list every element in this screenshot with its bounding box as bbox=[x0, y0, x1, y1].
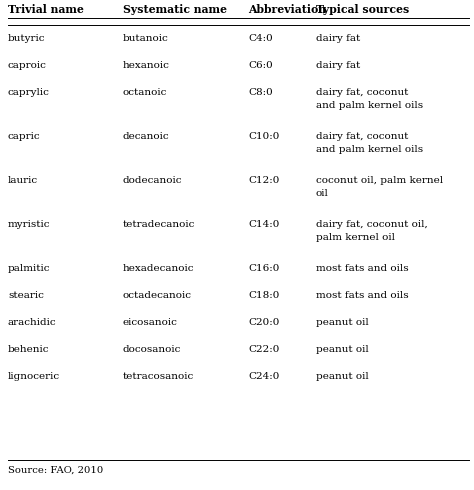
Text: Typical sources: Typical sources bbox=[316, 4, 409, 15]
Text: hexanoic: hexanoic bbox=[123, 61, 170, 70]
Text: C22:0: C22:0 bbox=[248, 345, 279, 354]
Text: lignoceric: lignoceric bbox=[8, 372, 60, 381]
Text: tetracosanoic: tetracosanoic bbox=[123, 372, 194, 381]
Text: coconut oil, palm kernel
oil: coconut oil, palm kernel oil bbox=[316, 176, 443, 197]
Text: palmitic: palmitic bbox=[8, 264, 51, 273]
Text: C10:0: C10:0 bbox=[248, 132, 279, 141]
Text: peanut oil: peanut oil bbox=[316, 372, 369, 381]
Text: dairy fat, coconut
and palm kernel oils: dairy fat, coconut and palm kernel oils bbox=[316, 88, 423, 109]
Text: C8:0: C8:0 bbox=[248, 88, 273, 97]
Text: octadecanoic: octadecanoic bbox=[123, 291, 192, 300]
Text: Abbreviation: Abbreviation bbox=[248, 4, 326, 15]
Text: lauric: lauric bbox=[8, 176, 38, 185]
Text: caproic: caproic bbox=[8, 61, 47, 70]
Text: Trivial name: Trivial name bbox=[8, 4, 84, 15]
Text: caprylic: caprylic bbox=[8, 88, 50, 97]
Text: dairy fat: dairy fat bbox=[316, 34, 360, 43]
Text: behenic: behenic bbox=[8, 345, 49, 354]
Text: C4:0: C4:0 bbox=[248, 34, 273, 43]
Text: Systematic name: Systematic name bbox=[123, 4, 227, 15]
Text: hexadecanoic: hexadecanoic bbox=[123, 264, 194, 273]
Text: dairy fat, coconut oil,
palm kernel oil: dairy fat, coconut oil, palm kernel oil bbox=[316, 220, 428, 242]
Text: Source: FAO, 2010: Source: FAO, 2010 bbox=[8, 466, 103, 475]
Text: most fats and oils: most fats and oils bbox=[316, 264, 409, 273]
Text: dairy fat: dairy fat bbox=[316, 61, 360, 70]
Text: peanut oil: peanut oil bbox=[316, 345, 369, 354]
Text: C6:0: C6:0 bbox=[248, 61, 273, 70]
Text: docosanoic: docosanoic bbox=[123, 345, 182, 354]
Text: decanoic: decanoic bbox=[123, 132, 170, 141]
Text: C24:0: C24:0 bbox=[248, 372, 279, 381]
Text: tetradecanoic: tetradecanoic bbox=[123, 220, 195, 229]
Text: arachidic: arachidic bbox=[8, 318, 56, 327]
Text: dodecanoic: dodecanoic bbox=[123, 176, 182, 185]
Text: capric: capric bbox=[8, 132, 41, 141]
Text: butyric: butyric bbox=[8, 34, 46, 43]
Text: C14:0: C14:0 bbox=[248, 220, 279, 229]
Text: C16:0: C16:0 bbox=[248, 264, 279, 273]
Text: dairy fat, coconut
and palm kernel oils: dairy fat, coconut and palm kernel oils bbox=[316, 132, 423, 153]
Text: eicosanoic: eicosanoic bbox=[123, 318, 178, 327]
Text: stearic: stearic bbox=[8, 291, 44, 300]
Text: C12:0: C12:0 bbox=[248, 176, 279, 185]
Text: most fats and oils: most fats and oils bbox=[316, 291, 409, 300]
Text: myristic: myristic bbox=[8, 220, 51, 229]
Text: peanut oil: peanut oil bbox=[316, 318, 369, 327]
Text: butanoic: butanoic bbox=[123, 34, 169, 43]
Text: C18:0: C18:0 bbox=[248, 291, 279, 300]
Text: C20:0: C20:0 bbox=[248, 318, 279, 327]
Text: octanoic: octanoic bbox=[123, 88, 167, 97]
